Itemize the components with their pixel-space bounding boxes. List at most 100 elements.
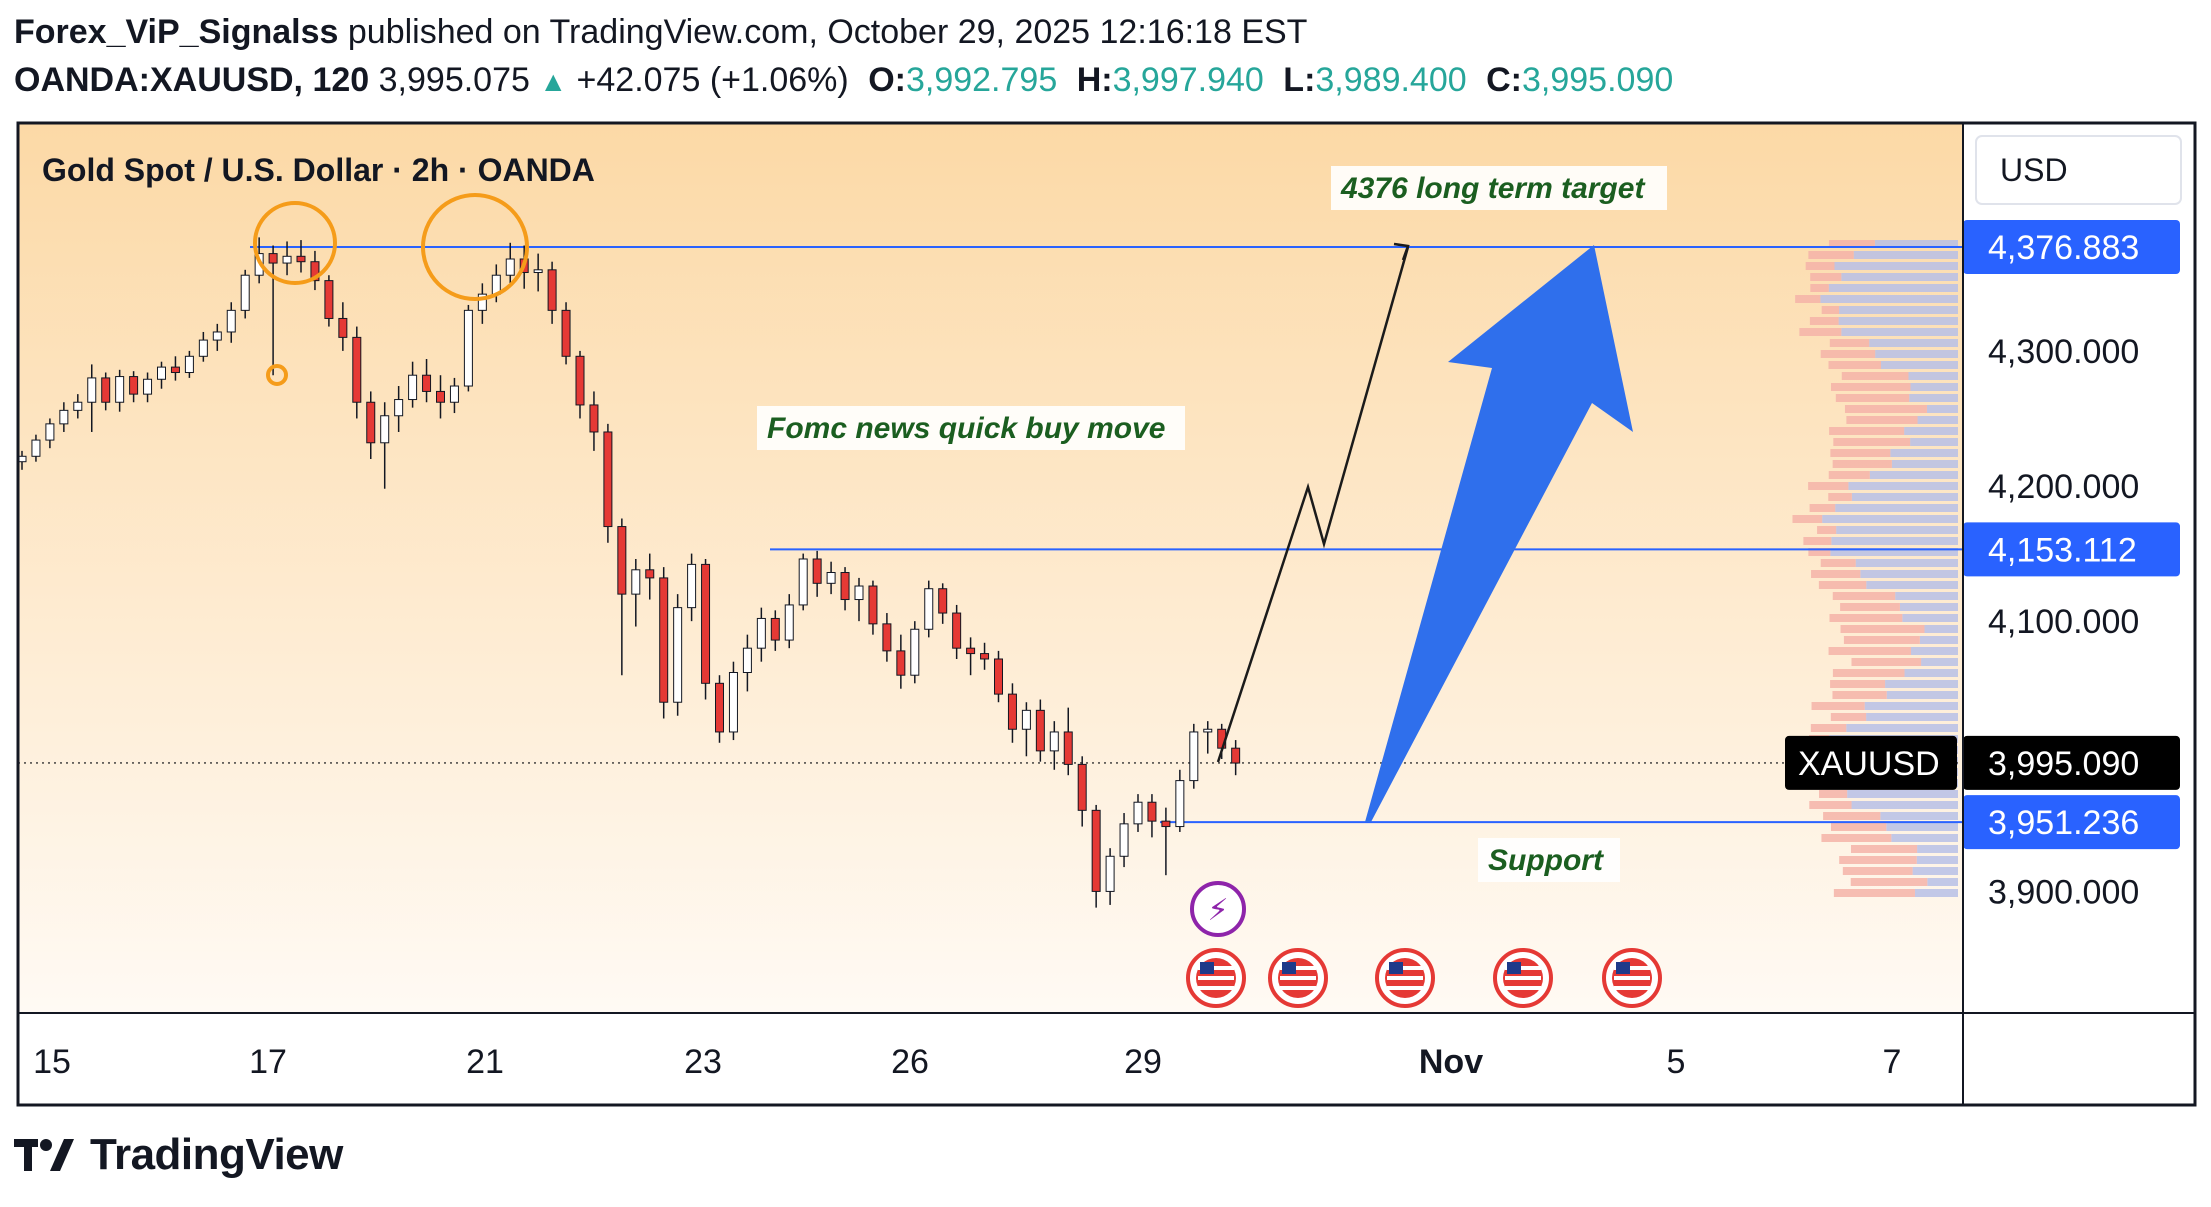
volume-profile-bar (1917, 845, 1958, 853)
price-tag[interactable] (1963, 522, 2180, 577)
publish-line: Forex_ViP_Signalss published on TradingV… (14, 8, 2194, 56)
tradingview-brand[interactable]: TradingView (90, 1130, 343, 1179)
candle-body (756, 617, 766, 649)
volume-profile-bar (1828, 240, 1875, 248)
volume-profile-bar (1886, 823, 1958, 831)
volume-profile (1792, 240, 1958, 897)
volume-profile-bar (1910, 438, 1958, 446)
annotation-label[interactable]: Fomc news quick buy move (767, 412, 1165, 445)
volume-profile-bar (1869, 339, 1958, 347)
candle-body (73, 401, 83, 411)
candle-body (980, 653, 990, 660)
volume-profile-bar (1810, 724, 1847, 732)
us-flag-event-icon[interactable] (1186, 948, 1246, 1008)
high-label: H: (1076, 61, 1113, 99)
candle-body (87, 377, 97, 403)
candle-body (45, 423, 55, 441)
price-tag[interactable] (1963, 220, 2180, 274)
author-name[interactable]: Forex_ViP_Signalss (14, 13, 339, 51)
volume-profile-bar (1805, 262, 1835, 270)
close-label: C: (1486, 61, 1522, 99)
volume-profile-bar (1839, 306, 1958, 314)
volume-profile-bar (1828, 647, 1911, 655)
volume-profile-bar (1880, 812, 1958, 820)
us-flag-event-icon[interactable] (1602, 948, 1662, 1008)
candle-body (882, 623, 892, 652)
price-tag[interactable] (1963, 795, 2180, 850)
horizontal-lines (18, 246, 1963, 824)
price-tag[interactable] (1963, 735, 2180, 790)
annotation-box (1331, 166, 1667, 210)
volume-profile-bar (1810, 273, 1842, 281)
time-axis-background (18, 1013, 2195, 1105)
time-axis: 15 17 21 23 26 29 Nov 5 7 (33, 1043, 1901, 1081)
candle-body (436, 390, 445, 403)
high-value: 3,997.940 (1112, 61, 1264, 99)
volume-profile-bar (1902, 614, 1958, 622)
lightning-event-icon[interactable]: ⚡ (1190, 881, 1246, 937)
volume-profile-bar (1830, 449, 1891, 457)
projection-path (1216, 246, 1410, 763)
volume-profile-bar (1808, 548, 1831, 556)
candle-body (1105, 855, 1115, 892)
us-flag-event-icon[interactable] (1268, 948, 1328, 1008)
candle-body (854, 585, 864, 601)
candle-body (1203, 728, 1213, 733)
top-circle-2 (421, 193, 529, 301)
time-tick-label: Nov (1419, 1043, 1483, 1081)
candlestick-series (17, 237, 1241, 908)
volume-profile-bar (1795, 295, 1821, 303)
candle-body (463, 309, 473, 387)
candle-body (742, 647, 752, 674)
volume-profile-bar (1830, 680, 1886, 688)
price-tag-value: 3,951.236 (1988, 804, 2139, 842)
candle-body (770, 617, 780, 641)
candle-body (1133, 801, 1143, 825)
candle-body (212, 331, 222, 341)
candle-body (1175, 780, 1185, 828)
volume-profile-bar (1820, 350, 1876, 358)
price-tick-label: 4,100.000 (1988, 603, 2139, 641)
volume-profile-bar (1914, 889, 1958, 897)
tradingview-logo-icon[interactable] (14, 1135, 78, 1175)
volume-profile-bar (1835, 504, 1958, 512)
currency-button[interactable] (1975, 135, 2182, 205)
volume-profile-bar (1830, 383, 1911, 391)
candle-body (687, 563, 697, 609)
time-tick-label: 7 (1883, 1043, 1902, 1081)
price-tick-label: 3,900.000 (1988, 873, 2139, 911)
candle-body (338, 317, 348, 338)
volume-profile-bar (1838, 317, 1958, 325)
us-flag-event-icon[interactable] (1493, 948, 1553, 1008)
candle-body (380, 415, 390, 444)
us-flag-event-icon[interactable] (1375, 948, 1435, 1008)
volume-profile-bar (1821, 834, 1892, 842)
candle-body (896, 650, 906, 676)
volume-profile-bar (1818, 581, 1867, 589)
volume-profile-bar (1869, 471, 1958, 479)
volume-profile-bar (1917, 416, 1958, 424)
volume-profile-bar (1851, 801, 1958, 809)
candle-body (226, 309, 236, 333)
price-tags: 4,376.883 4,153.112 3,995.090 XAUUSD 3,951.2… (1785, 220, 2180, 850)
symbol-tag-label: XAUUSD (1798, 745, 1940, 783)
annotation-label[interactable]: 4376 long term target (1340, 172, 1646, 205)
time-tick-label: 26 (891, 1043, 929, 1081)
volume-profile-bar (1846, 416, 1918, 424)
volume-profile-bar (1890, 449, 1958, 457)
volume-profile-bar (1841, 273, 1958, 281)
symbol-tag[interactable] (1785, 735, 1957, 790)
candle-body (812, 558, 822, 584)
volume-profile-bar (1908, 372, 1958, 380)
volume-profile-bar (1842, 867, 1913, 875)
annotation-label[interactable]: Support (1488, 844, 1605, 877)
volume-profile-bar (1840, 603, 1900, 611)
volume-profile-bar (1833, 889, 1915, 897)
plot-background (18, 123, 1963, 1013)
candle-body (673, 607, 683, 703)
volume-profile-bar (1924, 625, 1958, 633)
volume-profile-bar (1832, 691, 1887, 699)
volume-profile-bar (1846, 724, 1958, 732)
volume-profile-bar (1829, 427, 1905, 435)
